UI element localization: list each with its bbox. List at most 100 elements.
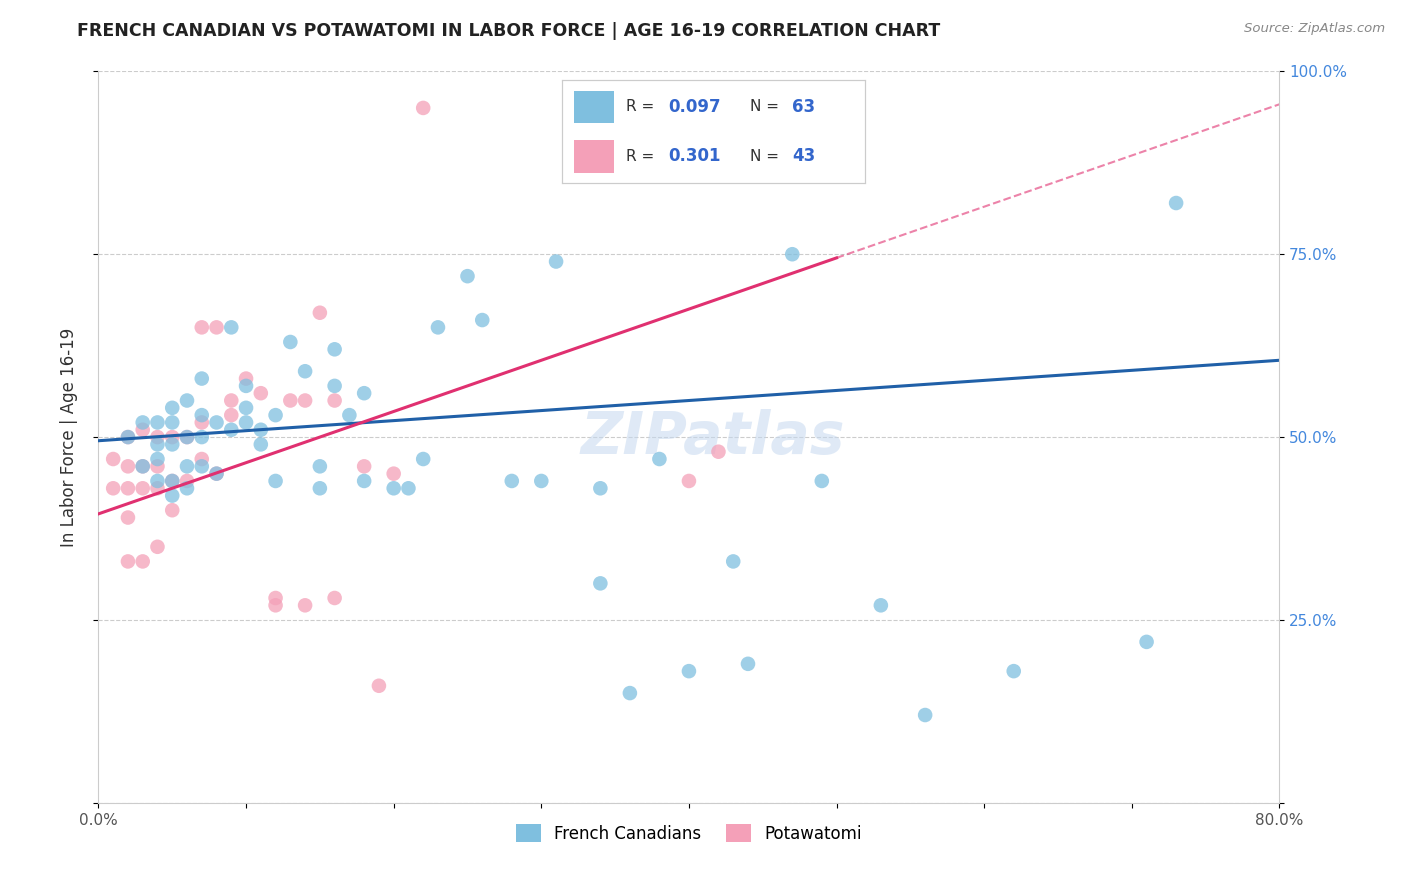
French Canadians [162,489,183,503]
French Canadians [146,452,169,467]
Potawatomi [294,393,316,408]
Potawatomi [707,444,730,458]
Potawatomi [132,459,155,474]
French Canadians [162,401,183,415]
French Canadians [191,371,214,385]
Text: 43: 43 [792,147,815,165]
French Canadians [162,474,183,488]
Potawatomi [103,481,125,495]
Potawatomi [205,467,228,481]
French Canadians [176,430,198,444]
Potawatomi [191,452,214,467]
Potawatomi [146,459,169,474]
French Canadians [353,386,375,401]
Potawatomi [176,430,198,444]
Text: FRENCH CANADIAN VS POTAWATOMI IN LABOR FORCE | AGE 16-19 CORRELATION CHART: FRENCH CANADIAN VS POTAWATOMI IN LABOR F… [77,22,941,40]
Potawatomi [368,679,391,693]
Potawatomi [191,416,214,430]
Potawatomi [176,474,198,488]
French Canadians [191,430,214,444]
French Canadians [914,708,936,723]
French Canadians [810,474,832,488]
Potawatomi [280,393,302,408]
Potawatomi [294,599,316,613]
French Canadians [132,459,155,474]
French Canadians [309,481,332,495]
French Canadians [162,437,183,451]
Potawatomi [678,474,700,488]
French Canadians [648,452,671,467]
FancyBboxPatch shape [575,140,614,173]
French Canadians [398,481,420,495]
Potawatomi [162,474,183,488]
Potawatomi [382,467,405,481]
Potawatomi [132,481,155,495]
French Canadians [132,416,155,430]
French Canadians [191,459,214,474]
French Canadians [737,657,759,671]
Potawatomi [117,430,139,444]
Potawatomi [205,320,228,334]
French Canadians [146,474,169,488]
Text: 63: 63 [792,98,815,116]
Potawatomi [309,306,332,320]
Text: R =: R = [626,99,654,114]
French Canadians [176,459,198,474]
French Canadians [546,254,568,268]
French Canadians [250,437,273,451]
Potawatomi [264,599,287,613]
Potawatomi [221,393,243,408]
French Canadians [117,430,139,444]
French Canadians [235,416,257,430]
Potawatomi [221,408,243,422]
Potawatomi [323,591,346,605]
French Canadians [205,467,228,481]
French Canadians [723,554,745,568]
French Canadians [870,599,893,613]
French Canadians [1166,196,1188,211]
French Canadians [353,474,375,488]
French Canadians [678,664,700,678]
Potawatomi [132,423,155,437]
Potawatomi [117,510,139,524]
French Canadians [412,452,434,467]
Text: Source: ZipAtlas.com: Source: ZipAtlas.com [1244,22,1385,36]
French Canadians [589,576,612,591]
French Canadians [264,474,287,488]
French Canadians [589,481,612,495]
French Canadians [782,247,804,261]
French Canadians [176,481,198,495]
Potawatomi [117,554,139,568]
French Canadians [235,401,257,415]
Potawatomi [323,393,346,408]
Potawatomi [146,481,169,495]
Potawatomi [412,101,434,115]
French Canadians [323,343,346,357]
French Canadians [382,481,405,495]
French Canadians [162,416,183,430]
Potawatomi [103,452,125,467]
French Canadians [323,379,346,393]
French Canadians [457,269,479,284]
French Canadians [221,320,243,334]
Potawatomi [235,371,257,385]
French Canadians [264,408,287,422]
Potawatomi [264,591,287,605]
French Canadians [280,334,302,349]
French Canadians [1136,635,1159,649]
Potawatomi [162,430,183,444]
French Canadians [205,416,228,430]
Potawatomi [117,481,139,495]
Legend: French Canadians, Potawatomi: French Canadians, Potawatomi [509,818,869,849]
Text: N =: N = [749,99,779,114]
Text: ZIPatlas: ZIPatlas [581,409,845,466]
French Canadians [221,423,243,437]
Potawatomi [191,320,214,334]
Text: R =: R = [626,149,654,164]
French Canadians [191,408,214,422]
French Canadians [530,474,553,488]
Potawatomi [162,503,183,517]
French Canadians [619,686,641,700]
French Canadians [471,313,494,327]
French Canadians [339,408,361,422]
